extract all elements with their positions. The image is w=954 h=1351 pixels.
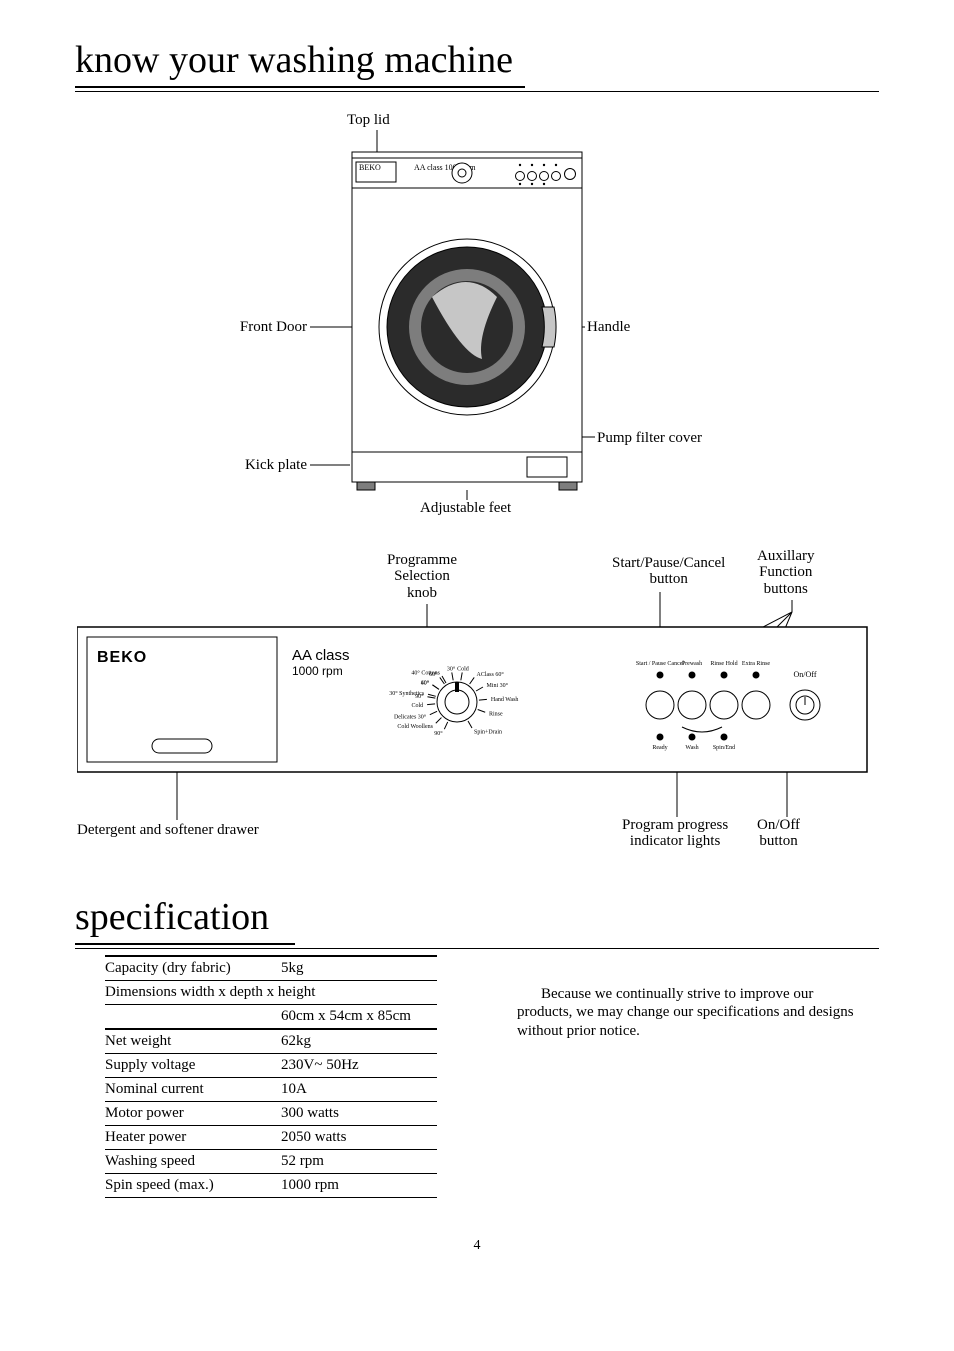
svg-text:30°: 30° — [447, 665, 456, 672]
svg-text:Mini 30°: Mini 30° — [486, 682, 508, 689]
svg-text:Delicates 30°: Delicates 30° — [394, 713, 427, 720]
svg-text:AA class: AA class — [292, 647, 350, 664]
section2-title: specification — [75, 897, 879, 939]
svg-text:Cold: Cold — [411, 703, 423, 709]
svg-text:Extra Rinse: Extra Rinse — [742, 661, 770, 667]
svg-text:90°: 90° — [434, 730, 443, 737]
svg-text:1000 rpm: 1000 rpm — [292, 664, 343, 678]
svg-text:Cold Woollens: Cold Woollens — [397, 724, 433, 730]
svg-text:Ready: Ready — [652, 745, 667, 751]
table-row: 60cm x 54cm x 85cm — [105, 1004, 437, 1029]
table-row: Nominal current10A — [105, 1077, 437, 1101]
table-row: Net weight62kg — [105, 1029, 437, 1054]
washing-machine-front-svg: BEKO AA class 1000 rpm — [77, 112, 877, 532]
title2-rule-trail — [295, 948, 879, 949]
title-rule-trail — [525, 91, 879, 92]
svg-text:BEKO: BEKO — [97, 649, 147, 666]
table-row: Heater power2050 watts — [105, 1125, 437, 1149]
table-row: Capacity (dry fabric)5kg — [105, 956, 437, 981]
table-row: Washing speed52 rpm — [105, 1149, 437, 1173]
page-number: 4 — [75, 1238, 879, 1254]
control-panel-svg: BEKO AA class 1000 rpm 90°60°40° Cottons… — [77, 552, 877, 872]
svg-text:Spin/End: Spin/End — [713, 745, 735, 751]
svg-text:40°: 40° — [421, 679, 430, 686]
svg-text:Cold: Cold — [457, 666, 469, 672]
table-row: Supply voltage230V~ 50Hz — [105, 1053, 437, 1077]
table-row: Motor power300 watts — [105, 1101, 437, 1125]
svg-text:Hand Wash: Hand Wash — [491, 697, 519, 703]
spec-table: Capacity (dry fabric)5kgDimensions width… — [105, 955, 437, 1198]
svg-text:Rinse Hold: Rinse Hold — [710, 661, 737, 667]
svg-text:Rinse: Rinse — [489, 711, 503, 717]
section1-title: know your washing machine — [75, 40, 513, 82]
svg-text:On/Off: On/Off — [794, 670, 817, 679]
table-row: Dimensions width x depth x height — [105, 980, 437, 1004]
table-row: Spin speed (max.)1000 rpm — [105, 1173, 437, 1197]
spec-note: Because we continually strive to improve… — [517, 985, 857, 1198]
svg-text:Prewash: Prewash — [682, 661, 702, 667]
svg-text:Start / Pause Cancel: Start / Pause Cancel — [636, 661, 684, 667]
svg-text:BEKO: BEKO — [359, 163, 381, 172]
svg-text:60°: 60° — [429, 671, 438, 678]
svg-text:Wash: Wash — [685, 745, 698, 751]
title2-rule — [75, 943, 295, 949]
title-rule — [75, 86, 525, 92]
svg-text:30° Synthetics: 30° Synthetics — [389, 690, 425, 697]
svg-text:Spin+Drain: Spin+Drain — [474, 729, 502, 735]
svg-text:AClass 60°: AClass 60° — [477, 671, 505, 678]
